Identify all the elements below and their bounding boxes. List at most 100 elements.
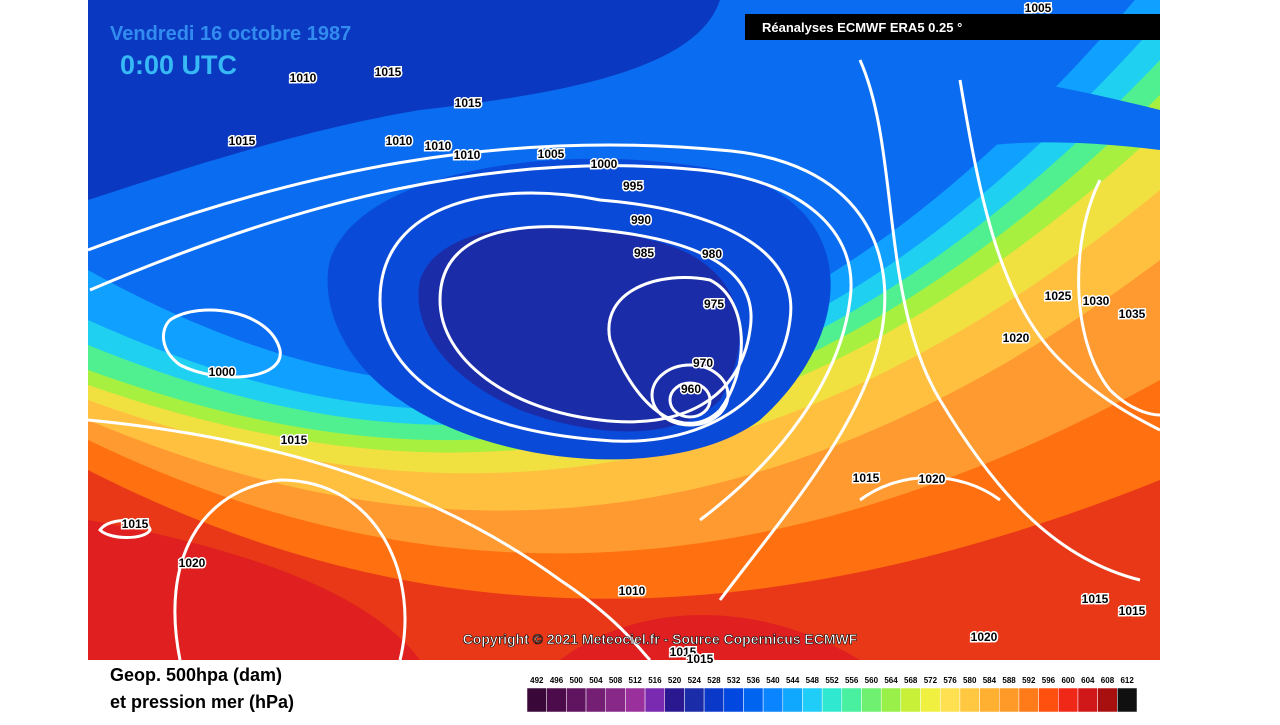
copyright: Copyright © 2021 Meteociel.fr - Source C… [463, 631, 858, 647]
isobar-label: 1020 [919, 472, 946, 486]
isobars [88, 59, 1160, 660]
scale-swatch [802, 687, 823, 713]
scale-label: 572 [924, 676, 938, 685]
isobar-label: 1000 [591, 157, 618, 171]
source-label: Réanalyses ECMWF ERA5 0.25 ° [762, 20, 962, 35]
scale-swatch [566, 687, 587, 713]
isobar-label: 1010 [454, 148, 481, 162]
field-band [418, 225, 740, 432]
scale-swatch [861, 687, 882, 713]
isobar [668, 381, 712, 419]
scale-swatch [999, 687, 1020, 713]
isobar-label: 1020 [179, 556, 206, 570]
scale-swatch [684, 687, 705, 713]
isobar [958, 79, 1160, 432]
isobar-label: 1000 [209, 365, 236, 379]
scale-swatch [703, 687, 725, 713]
scale-swatch [723, 687, 744, 713]
scale-swatch [762, 687, 784, 713]
field-band [88, 0, 720, 200]
isobar-label: 1015 [455, 96, 482, 110]
scale-label: 604 [1081, 676, 1095, 685]
scale-label: 504 [589, 676, 603, 685]
isobar-label: 1015 [229, 134, 256, 148]
scale-swatch [1117, 687, 1138, 713]
isobar-label: 1010 [290, 71, 317, 85]
isobar [1077, 179, 1160, 417]
scale-swatch [782, 687, 803, 713]
scale-label: 560 [865, 676, 879, 685]
scale-label: 520 [668, 676, 682, 685]
scale-label: 580 [963, 676, 977, 685]
scale-swatch [821, 687, 843, 713]
isobar [378, 191, 793, 443]
scale-label: 540 [766, 676, 780, 685]
source-box [745, 14, 1160, 40]
isobar-label: 1015 [375, 65, 402, 79]
isobar [858, 59, 1141, 582]
scale-swatch [1018, 687, 1039, 713]
scale-label: 612 [1120, 676, 1134, 685]
scale-swatch [841, 687, 862, 713]
isobar-label: 1025 [1045, 289, 1072, 303]
isobar [173, 478, 407, 660]
isobar-label: 1020 [971, 630, 998, 644]
scale-label: 568 [904, 676, 918, 685]
scale-label: 516 [648, 676, 662, 685]
isobar-label: 1010 [386, 134, 413, 148]
isobar [98, 519, 152, 539]
isobar-label: 1010 [619, 584, 646, 598]
scale-label: 548 [806, 676, 820, 685]
scale-swatch [880, 687, 902, 713]
scale-label: 544 [786, 676, 800, 685]
isobar-label: 1010 [425, 139, 452, 153]
scale-swatch [743, 687, 764, 713]
scale-swatch [585, 687, 606, 713]
isobar-label: 980 [702, 247, 722, 261]
scale-label: 556 [845, 676, 859, 685]
scale-swatch [546, 687, 567, 713]
legend-subtitle: et pression mer (hPa) [110, 692, 294, 712]
scale-swatch [920, 687, 941, 713]
isobar-label: 1005 [1025, 1, 1052, 15]
scale-label: 524 [688, 676, 702, 685]
isobar-label: 960 [681, 382, 701, 396]
scale-swatch [1058, 687, 1079, 713]
field-band [88, 520, 420, 660]
scale-swatch [1097, 687, 1118, 713]
scale-label: 592 [1022, 676, 1036, 685]
isobar-label: 1015 [1082, 592, 1109, 606]
isobar [88, 418, 652, 660]
scale-label: 528 [707, 676, 721, 685]
scale-label: 576 [943, 676, 957, 685]
scale-label: 492 [530, 676, 544, 685]
scale-swatch [526, 687, 547, 713]
map-date: Vendredi 16 octobre 1987 [110, 23, 351, 45]
scale-label: 588 [1002, 676, 1016, 685]
scale-swatch [979, 687, 1000, 713]
isobar-label: 1015 [281, 433, 308, 447]
scale-label: 608 [1101, 676, 1115, 685]
isobar [859, 476, 1001, 502]
scale-label: 536 [747, 676, 761, 685]
isobar [161, 308, 282, 379]
isobar [650, 363, 730, 427]
map [88, 0, 1160, 660]
isobar-label: 1020 [1003, 331, 1030, 345]
scale-swatch [959, 687, 980, 713]
isobar-label: 985 [634, 246, 654, 260]
scale-label: 552 [825, 676, 839, 685]
isobar-label: 975 [704, 297, 724, 311]
field-band [560, 615, 860, 660]
isobar-label: 970 [693, 356, 713, 370]
isobar-label: 1035 [1119, 307, 1146, 321]
scale-swatch [625, 687, 646, 713]
scale-label: 596 [1042, 676, 1056, 685]
scale-label: 600 [1061, 676, 1075, 685]
scale-swatch [664, 687, 685, 713]
isobar-label: 995 [623, 179, 643, 193]
isobar [438, 225, 753, 424]
color-scale: 492 496 500 504 508 512 516 520 524 528 532 536 540 5… [526, 676, 1138, 713]
isobar [88, 143, 887, 601]
